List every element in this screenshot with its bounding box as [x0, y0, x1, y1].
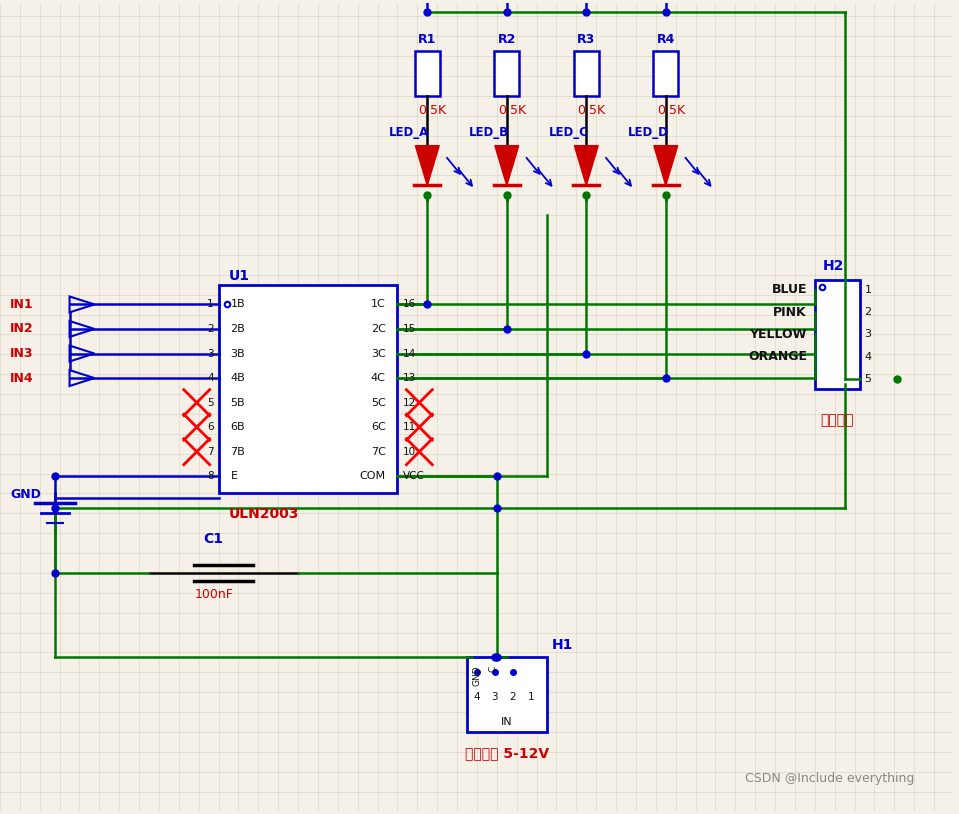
Bar [573, 51, 598, 96]
Text: 5C: 5C [371, 397, 386, 408]
Text: 7C: 7C [371, 447, 386, 457]
Text: 6C: 6C [371, 422, 386, 432]
Text: R3: R3 [577, 33, 596, 46]
Text: 4: 4 [864, 352, 872, 361]
Text: 7: 7 [207, 447, 214, 457]
Text: 5: 5 [207, 397, 214, 408]
Text: 8: 8 [207, 471, 214, 481]
Text: 15: 15 [403, 324, 415, 334]
Text: PINK: PINK [773, 305, 807, 318]
Text: LED_C: LED_C [549, 125, 588, 138]
Text: 2: 2 [509, 692, 516, 702]
Text: 2: 2 [207, 324, 214, 334]
Text: H1: H1 [551, 638, 573, 653]
Text: 0.5K: 0.5K [498, 104, 526, 117]
Text: 4: 4 [474, 692, 480, 702]
Text: 电源插针 5-12V: 电源插针 5-12V [465, 746, 549, 759]
Text: U1: U1 [228, 269, 249, 282]
Text: 1: 1 [527, 692, 534, 702]
Text: 10: 10 [403, 447, 415, 457]
Text: 2B: 2B [230, 324, 246, 334]
Text: 5: 5 [864, 374, 872, 384]
Text: C: C [489, 665, 498, 672]
Text: ULN2003: ULN2003 [228, 507, 299, 521]
Text: 14: 14 [403, 348, 415, 358]
Text: 电机插针: 电机插针 [820, 413, 854, 427]
Text: ORANGE: ORANGE [748, 350, 807, 363]
Bar [467, 658, 547, 732]
Bar [653, 51, 678, 96]
Text: 1: 1 [207, 300, 214, 309]
Text: 3: 3 [207, 348, 214, 358]
Text: 3C: 3C [371, 348, 386, 358]
Text: 0.5K: 0.5K [577, 104, 605, 117]
Text: BLUE: BLUE [771, 283, 807, 296]
Text: COM: COM [360, 471, 386, 481]
Text: H2: H2 [823, 259, 844, 273]
Text: 16: 16 [403, 300, 415, 309]
Text: YELLOW: YELLOW [750, 328, 807, 341]
Text: 0.5K: 0.5K [418, 104, 446, 117]
Text: 12: 12 [403, 397, 415, 408]
Text: 0.5K: 0.5K [657, 104, 685, 117]
Text: 4: 4 [207, 373, 214, 383]
Polygon shape [574, 146, 598, 186]
Text: C1: C1 [203, 532, 223, 546]
Text: R2: R2 [498, 33, 516, 46]
Polygon shape [415, 146, 439, 186]
Text: GND: GND [473, 665, 482, 686]
Bar [219, 285, 397, 493]
Text: 6B: 6B [230, 422, 246, 432]
Text: 13: 13 [403, 373, 415, 383]
Text: 3: 3 [492, 692, 498, 702]
Text: 2: 2 [864, 307, 872, 317]
Text: 1: 1 [864, 285, 872, 295]
Bar [815, 280, 859, 389]
Text: GND: GND [10, 488, 41, 501]
Text: LED_D: LED_D [627, 125, 668, 138]
Text: 11: 11 [403, 422, 415, 432]
Text: 3: 3 [864, 330, 872, 339]
Text: 4C: 4C [371, 373, 386, 383]
Text: LED_A: LED_A [389, 125, 430, 138]
Bar [494, 51, 519, 96]
Text: IN3: IN3 [10, 347, 34, 360]
Text: 1B: 1B [230, 300, 246, 309]
Text: R1: R1 [418, 33, 436, 46]
Text: 4B: 4B [230, 373, 246, 383]
Polygon shape [495, 146, 519, 186]
Text: IN4: IN4 [10, 371, 34, 384]
Text: IN1: IN1 [10, 298, 34, 311]
Text: VCC: VCC [403, 471, 424, 481]
Bar [415, 51, 440, 96]
Text: 3B: 3B [230, 348, 246, 358]
Text: 5B: 5B [230, 397, 246, 408]
Text: 100nF: 100nF [195, 588, 233, 601]
Polygon shape [654, 146, 678, 186]
Text: CSDN @Include everything: CSDN @Include everything [745, 772, 915, 785]
Text: IN2: IN2 [10, 322, 34, 335]
Text: E: E [230, 471, 238, 481]
Text: 7B: 7B [230, 447, 246, 457]
Text: 2C: 2C [371, 324, 386, 334]
Text: 1C: 1C [371, 300, 386, 309]
Text: R4: R4 [657, 33, 675, 46]
Text: LED_B: LED_B [469, 125, 509, 138]
Text: 6: 6 [207, 422, 214, 432]
Text: IN: IN [501, 717, 513, 727]
